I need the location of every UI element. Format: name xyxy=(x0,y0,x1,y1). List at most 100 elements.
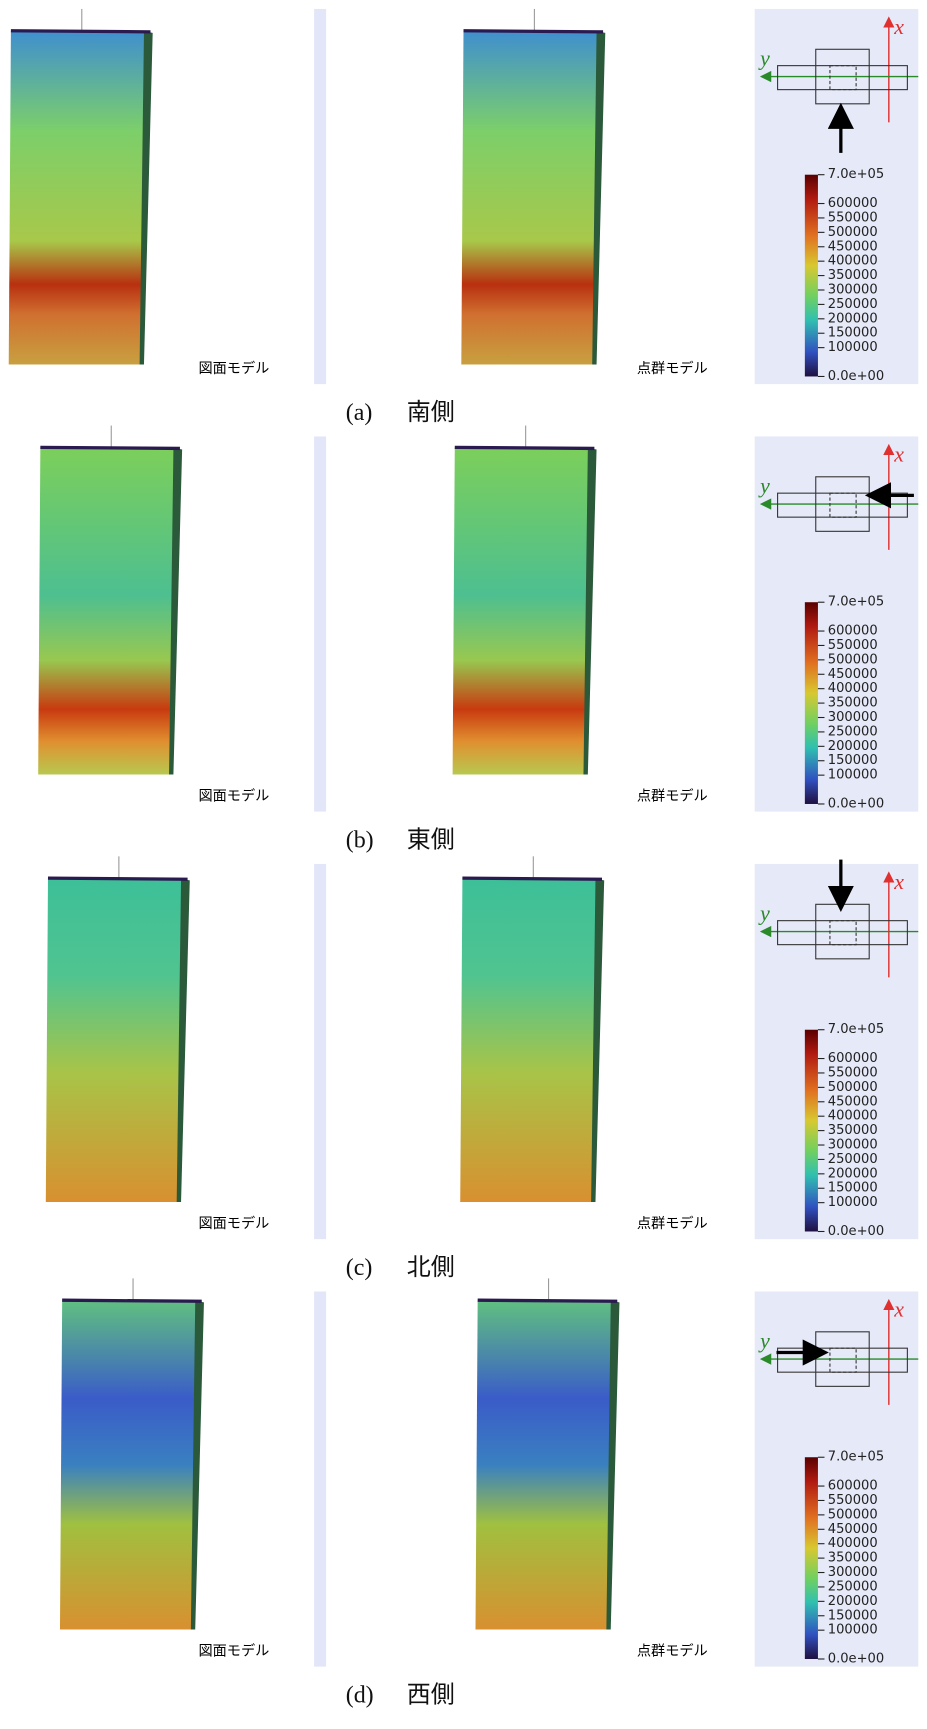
colorbar-label: 300000 xyxy=(828,282,878,297)
colorbar-label: 7.0e+05 xyxy=(828,1022,884,1037)
model-top xyxy=(455,447,595,448)
figure-row: 図面モデル点群モデル(c)北側xy7.0e+056000005500005000… xyxy=(46,856,918,1281)
colorbar-label: 0.0e+00 xyxy=(828,1224,884,1239)
colorbar-label: 550000 xyxy=(828,1493,878,1508)
colorbar-label: 550000 xyxy=(828,210,878,225)
colorbar-label: 550000 xyxy=(828,638,878,653)
colorbar-label: 450000 xyxy=(828,1522,878,1537)
figure-row: 図面モデル点群モデル(d)西側xy7.0e+056000005500005000… xyxy=(60,1278,918,1708)
stress-model xyxy=(461,31,596,365)
colorbar-label: 7.0e+05 xyxy=(828,1450,884,1465)
left-caption: 図面モデル xyxy=(198,1643,269,1660)
right-caption: 点群モデル xyxy=(637,788,708,805)
model-top xyxy=(464,31,604,32)
colorbar-label: 450000 xyxy=(828,667,878,682)
colorbar-label: 200000 xyxy=(828,1166,878,1181)
row-direction: 西側 xyxy=(407,1682,455,1709)
y-axis-label: y xyxy=(758,1329,770,1353)
colorbar-label: 200000 xyxy=(828,739,878,754)
y-axis-label: y xyxy=(758,47,770,71)
colorbar-label: 500000 xyxy=(828,652,878,667)
stress-model xyxy=(9,31,144,365)
colorbar-label: 550000 xyxy=(828,1065,878,1080)
colorbar-label: 100000 xyxy=(828,1623,878,1638)
colorbar-label: 400000 xyxy=(828,1109,878,1124)
x-axis-label: x xyxy=(893,870,904,894)
colorbar-label: 250000 xyxy=(828,1152,878,1167)
model-top xyxy=(478,1300,618,1301)
colorbar-label: 400000 xyxy=(828,1536,878,1551)
colorbar-label: 350000 xyxy=(828,1123,878,1138)
model-top xyxy=(462,878,602,879)
colorbar-label: 250000 xyxy=(828,1579,878,1594)
colorbar-label: 300000 xyxy=(828,1138,878,1153)
colorbar-label: 150000 xyxy=(828,1608,878,1623)
colorbar-label: 300000 xyxy=(828,710,878,725)
row-direction: 北側 xyxy=(407,1254,455,1281)
page: {"rows": [ {"label": "(a)", "direction":… xyxy=(0,0,927,1729)
stress-model xyxy=(46,878,181,1202)
divider xyxy=(314,9,326,384)
colorbar-label: 600000 xyxy=(828,1479,878,1494)
stress-model xyxy=(60,1300,195,1629)
colorbar-label: 500000 xyxy=(828,225,878,240)
left-caption: 図面モデル xyxy=(198,360,269,377)
colorbar-label: 150000 xyxy=(828,326,878,341)
row-label: (a) xyxy=(346,400,373,426)
colorbar-label: 7.0e+05 xyxy=(828,595,884,610)
colorbar-label: 350000 xyxy=(828,268,878,283)
y-axis-label: y xyxy=(758,474,770,498)
colorbar xyxy=(805,602,818,804)
colorbar-label: 500000 xyxy=(828,1080,878,1095)
colorbar-label: 400000 xyxy=(828,681,878,696)
row-label: (c) xyxy=(346,1255,373,1281)
colorbar-label: 200000 xyxy=(828,1594,878,1609)
right-caption: 点群モデル xyxy=(637,1643,708,1660)
colorbar-label: 400000 xyxy=(828,254,878,269)
colorbar-label: 0.0e+00 xyxy=(828,1651,884,1666)
colorbar xyxy=(805,1457,818,1659)
colorbar-label: 250000 xyxy=(828,297,878,312)
model-top xyxy=(62,1300,202,1301)
model-top xyxy=(11,31,151,32)
x-axis-label: x xyxy=(893,443,904,467)
row-direction: 南側 xyxy=(407,399,455,426)
colorbar-label: 0.0e+00 xyxy=(828,369,884,384)
x-axis-label: x xyxy=(893,15,904,39)
colorbar-label: 450000 xyxy=(828,239,878,254)
colorbar-label: 600000 xyxy=(828,624,878,639)
colorbar-label: 200000 xyxy=(828,311,878,326)
figure: 図面モデル点群モデル(a)南側xy7.0e+056000005500005000… xyxy=(0,0,927,1729)
y-axis-label: y xyxy=(758,902,770,926)
figure-row: 図面モデル 点群モデル (a) 南側 x y 7.0e+05 6000005500005000… xyxy=(9,9,919,426)
row-label: (d) xyxy=(346,1683,374,1709)
colorbar xyxy=(805,175,818,377)
colorbar-label: 600000 xyxy=(828,196,878,211)
figure-row: 図面モデル 点群モデル (b) 東側 x y 7.0e+05 6000005500005000… xyxy=(38,426,918,854)
stress-model xyxy=(460,878,595,1202)
model-top xyxy=(40,447,180,448)
stress-model xyxy=(38,447,173,774)
divider xyxy=(314,436,326,811)
model-top xyxy=(48,878,188,879)
colorbar-label: 100000 xyxy=(828,1195,878,1210)
colorbar-label: 0.0e+00 xyxy=(828,796,884,811)
colorbar-label: 450000 xyxy=(828,1094,878,1109)
row-direction: 東側 xyxy=(407,827,455,854)
colorbar xyxy=(805,1030,818,1232)
right-caption: 点群モデル xyxy=(637,360,708,377)
colorbar-label: 100000 xyxy=(828,340,878,355)
stress-model xyxy=(475,1300,610,1629)
colorbar-label: 300000 xyxy=(828,1565,878,1580)
left-caption: 図面モデル xyxy=(198,788,269,805)
colorbar-label: 7.0e+05 xyxy=(828,167,884,182)
divider xyxy=(314,1291,326,1666)
colorbar-label: 150000 xyxy=(828,753,878,768)
row-label: (b) xyxy=(346,828,374,854)
colorbar-label: 250000 xyxy=(828,724,878,739)
colorbar-label: 150000 xyxy=(828,1181,878,1196)
colorbar-label: 500000 xyxy=(828,1507,878,1522)
divider xyxy=(314,864,326,1239)
left-caption: 図面モデル xyxy=(198,1215,269,1232)
stress-model xyxy=(453,447,588,774)
